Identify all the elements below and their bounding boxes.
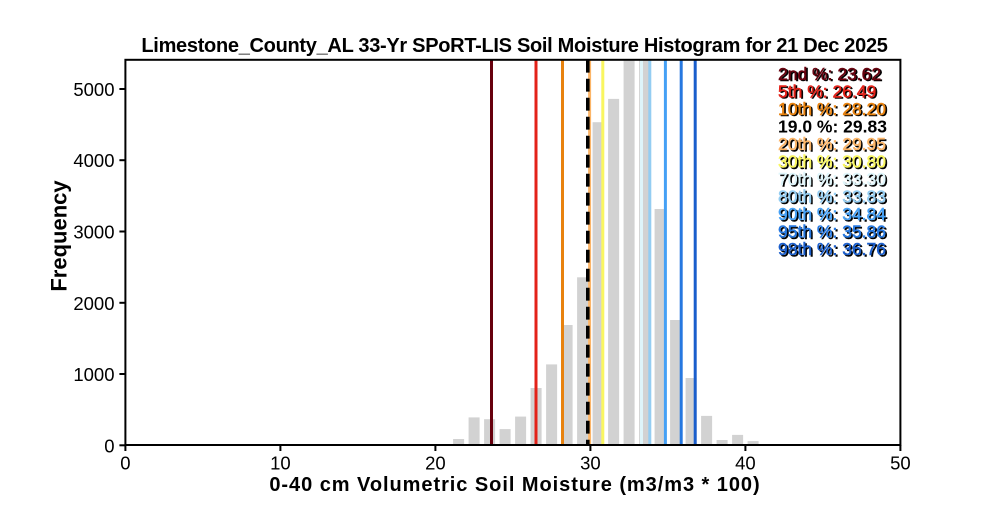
svg-text:10: 10 (270, 453, 291, 474)
svg-text:20: 20 (425, 453, 446, 474)
svg-text:0: 0 (120, 453, 130, 474)
svg-text:98th %: 36.76: 98th %: 36.76 (780, 240, 888, 260)
svg-text:1000: 1000 (73, 364, 114, 385)
svg-text:30th %: 30.80: 30th %: 30.80 (780, 153, 888, 173)
svg-text:5th %: 26.49: 5th %: 26.49 (780, 83, 878, 103)
svg-text:10th %: 28.20: 10th %: 28.20 (778, 99, 886, 119)
svg-text:4000: 4000 (73, 150, 114, 171)
svg-text:70th %: 33.30: 70th %: 33.30 (780, 170, 888, 190)
svg-text:20th %: 29.95: 20th %: 29.95 (778, 134, 886, 154)
svg-text:80th %: 33.83: 80th %: 33.83 (780, 188, 888, 208)
svg-text:2000: 2000 (73, 293, 114, 314)
svg-text:3000: 3000 (73, 222, 114, 243)
svg-text:30: 30 (580, 453, 601, 474)
svg-text:2nd %: 23.62: 2nd %: 23.62 (780, 65, 883, 85)
svg-text:95th %: 35.86: 95th %: 35.86 (778, 222, 886, 242)
svg-text:19.0 %: 29.83: 19.0 %: 29.83 (778, 116, 887, 136)
svg-text:0-40 cm Volumetric Soil Moistu: 0-40 cm Volumetric Soil Moisture (m3/m3 … (269, 474, 760, 496)
svg-text:80th %: 33.83: 80th %: 33.83 (778, 186, 886, 206)
svg-text:40: 40 (735, 453, 756, 474)
svg-text:95th %: 35.86: 95th %: 35.86 (780, 223, 888, 243)
svg-text:98th %: 36.76: 98th %: 36.76 (778, 239, 886, 259)
svg-text:20th %: 29.95: 20th %: 29.95 (780, 135, 888, 155)
svg-text:30th %: 30.80: 30th %: 30.80 (778, 151, 886, 171)
svg-text:90th %: 34.84: 90th %: 34.84 (778, 204, 886, 224)
svg-text:0: 0 (104, 435, 114, 456)
svg-text:Limestone_County_AL 33-Yr SPoR: Limestone_County_AL 33-Yr SPoRT-LIS Soil… (141, 35, 887, 57)
svg-text:Frequency: Frequency (47, 180, 72, 292)
svg-text:2nd %: 23.62: 2nd %: 23.62 (778, 64, 881, 84)
svg-text:70th %: 33.30: 70th %: 33.30 (778, 169, 886, 189)
svg-text:5000: 5000 (73, 79, 114, 100)
svg-text:90th %: 34.84: 90th %: 34.84 (780, 205, 888, 225)
svg-text:50: 50 (890, 453, 911, 474)
svg-text:10th %: 28.20: 10th %: 28.20 (780, 100, 888, 120)
svg-text:5th %: 26.49: 5th %: 26.49 (778, 81, 876, 101)
